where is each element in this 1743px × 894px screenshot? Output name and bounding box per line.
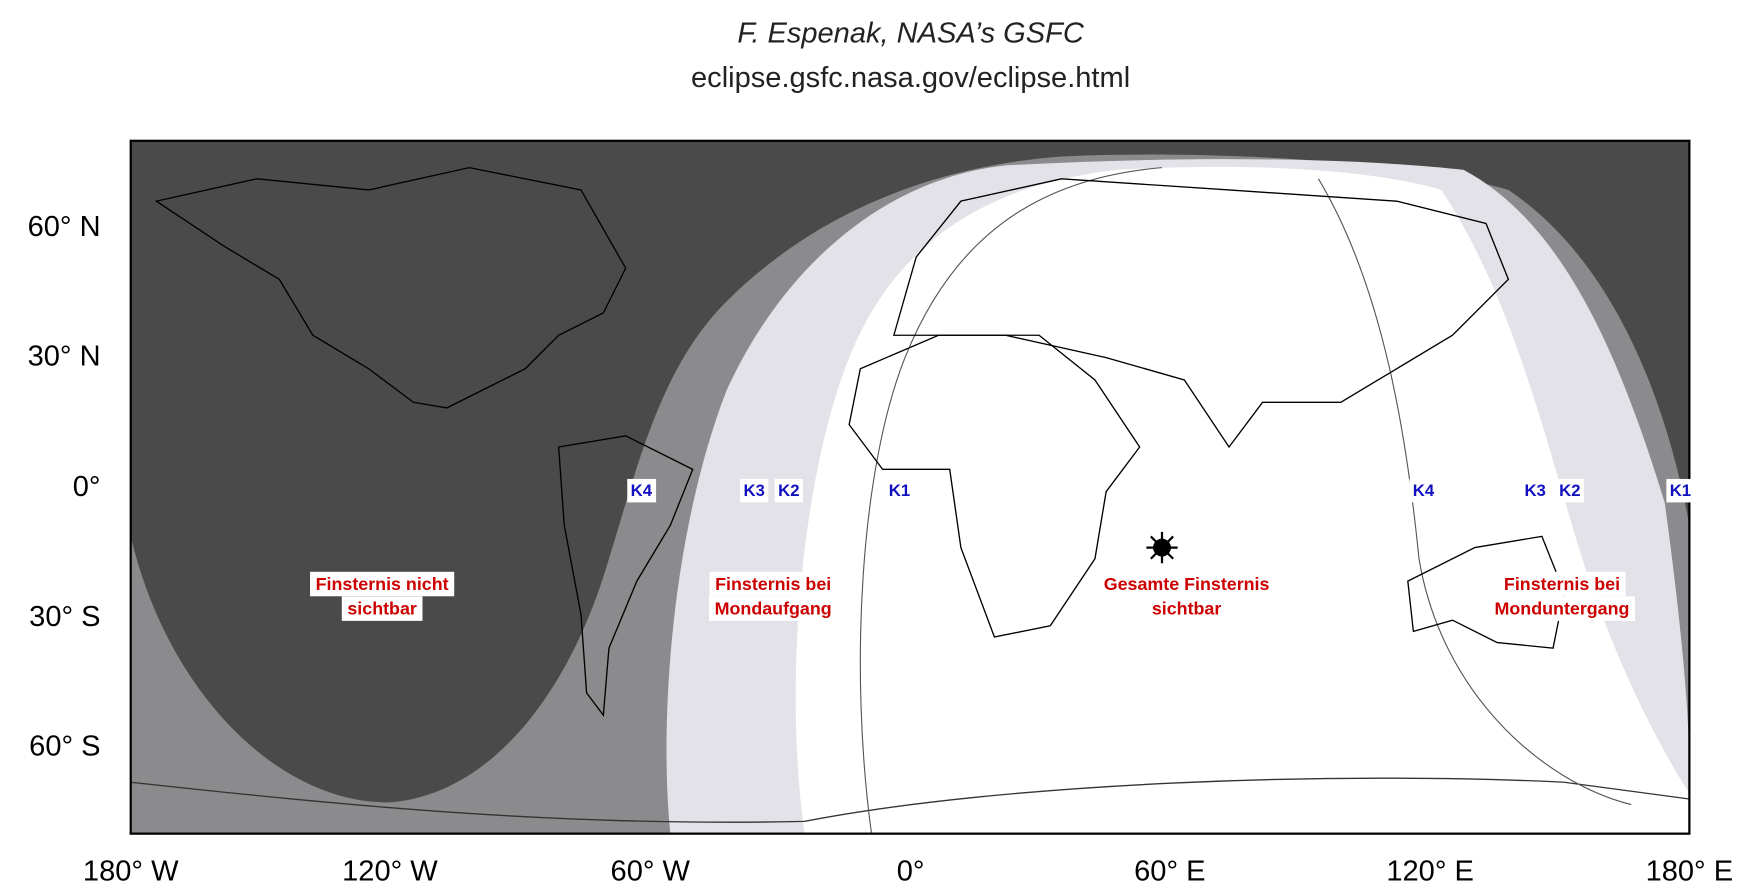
region-label: Finsternis bei — [715, 574, 831, 594]
label-box — [1488, 596, 1636, 621]
longitude-label: 120° W — [342, 856, 438, 888]
label-box — [885, 478, 914, 503]
longitude-label: 180° E — [1646, 856, 1734, 888]
longitude-label: 60° W — [611, 856, 691, 888]
not-visible-zone — [130, 140, 1690, 803]
region-label: Mondaufgang — [715, 599, 832, 619]
contact-label: K1 — [889, 481, 910, 500]
latitude-label: 60° N — [28, 211, 101, 243]
label-box — [341, 596, 423, 621]
label-box — [310, 571, 455, 597]
south-america — [557, 435, 694, 718]
contact-line — [1317, 178, 1632, 806]
label-box — [627, 478, 657, 503]
label-box — [1498, 571, 1626, 597]
contact-label: K4 — [1413, 481, 1435, 500]
region-label: sichtbar — [347, 599, 417, 619]
longitude-label: 0° — [897, 856, 925, 888]
label-box — [1409, 478, 1439, 503]
label-box — [774, 478, 803, 503]
latitude-label: 30° N — [28, 340, 101, 372]
label-box — [1521, 478, 1550, 503]
region-label: Monduntergang — [1495, 599, 1630, 619]
label-box — [709, 571, 837, 597]
longitude-label: 120° E — [1386, 856, 1474, 888]
label-box — [740, 478, 769, 503]
region-label: sichtbar — [1152, 599, 1222, 619]
latitude-label: 30° S — [29, 601, 100, 633]
longitude-label: 180° W — [83, 856, 179, 888]
credit: F. Espenak, NASA’s GSFC — [737, 17, 1085, 49]
contact-label: K3 — [743, 481, 764, 500]
visible-zone — [795, 166, 1690, 834]
eurasia — [892, 178, 1510, 449]
label-box — [1555, 478, 1584, 503]
antarctica-coast — [130, 777, 1690, 823]
region-label: Finsternis nicht — [316, 574, 449, 594]
contact-line — [859, 167, 1163, 834]
contact-label: K2 — [778, 481, 799, 500]
url: eclipse.gsfc.nasa.gov/eclipse.html — [691, 62, 1130, 94]
labels: 60° N 30° N 0° 30° S 60° S 180° W 120° W 60° W 0… — [28, 211, 1734, 888]
longitude-label: 60° E — [1134, 856, 1205, 888]
region-label: Gesamte Finsternis — [1104, 574, 1270, 594]
latitude-label: 60° S — [29, 730, 100, 762]
contact-label: K1 — [1670, 481, 1691, 500]
sun-symbol — [1146, 531, 1178, 564]
region-label: Finsternis bei — [1504, 574, 1620, 594]
australia — [1407, 535, 1565, 649]
label-box — [1666, 478, 1695, 503]
latitude-label: 0° — [73, 471, 101, 503]
label-box — [709, 596, 838, 621]
contact-label: K2 — [1559, 481, 1580, 500]
africa — [848, 334, 1141, 638]
contact-label: K4 — [631, 481, 653, 500]
north-america — [154, 166, 627, 409]
contact-label: K3 — [1524, 481, 1545, 500]
